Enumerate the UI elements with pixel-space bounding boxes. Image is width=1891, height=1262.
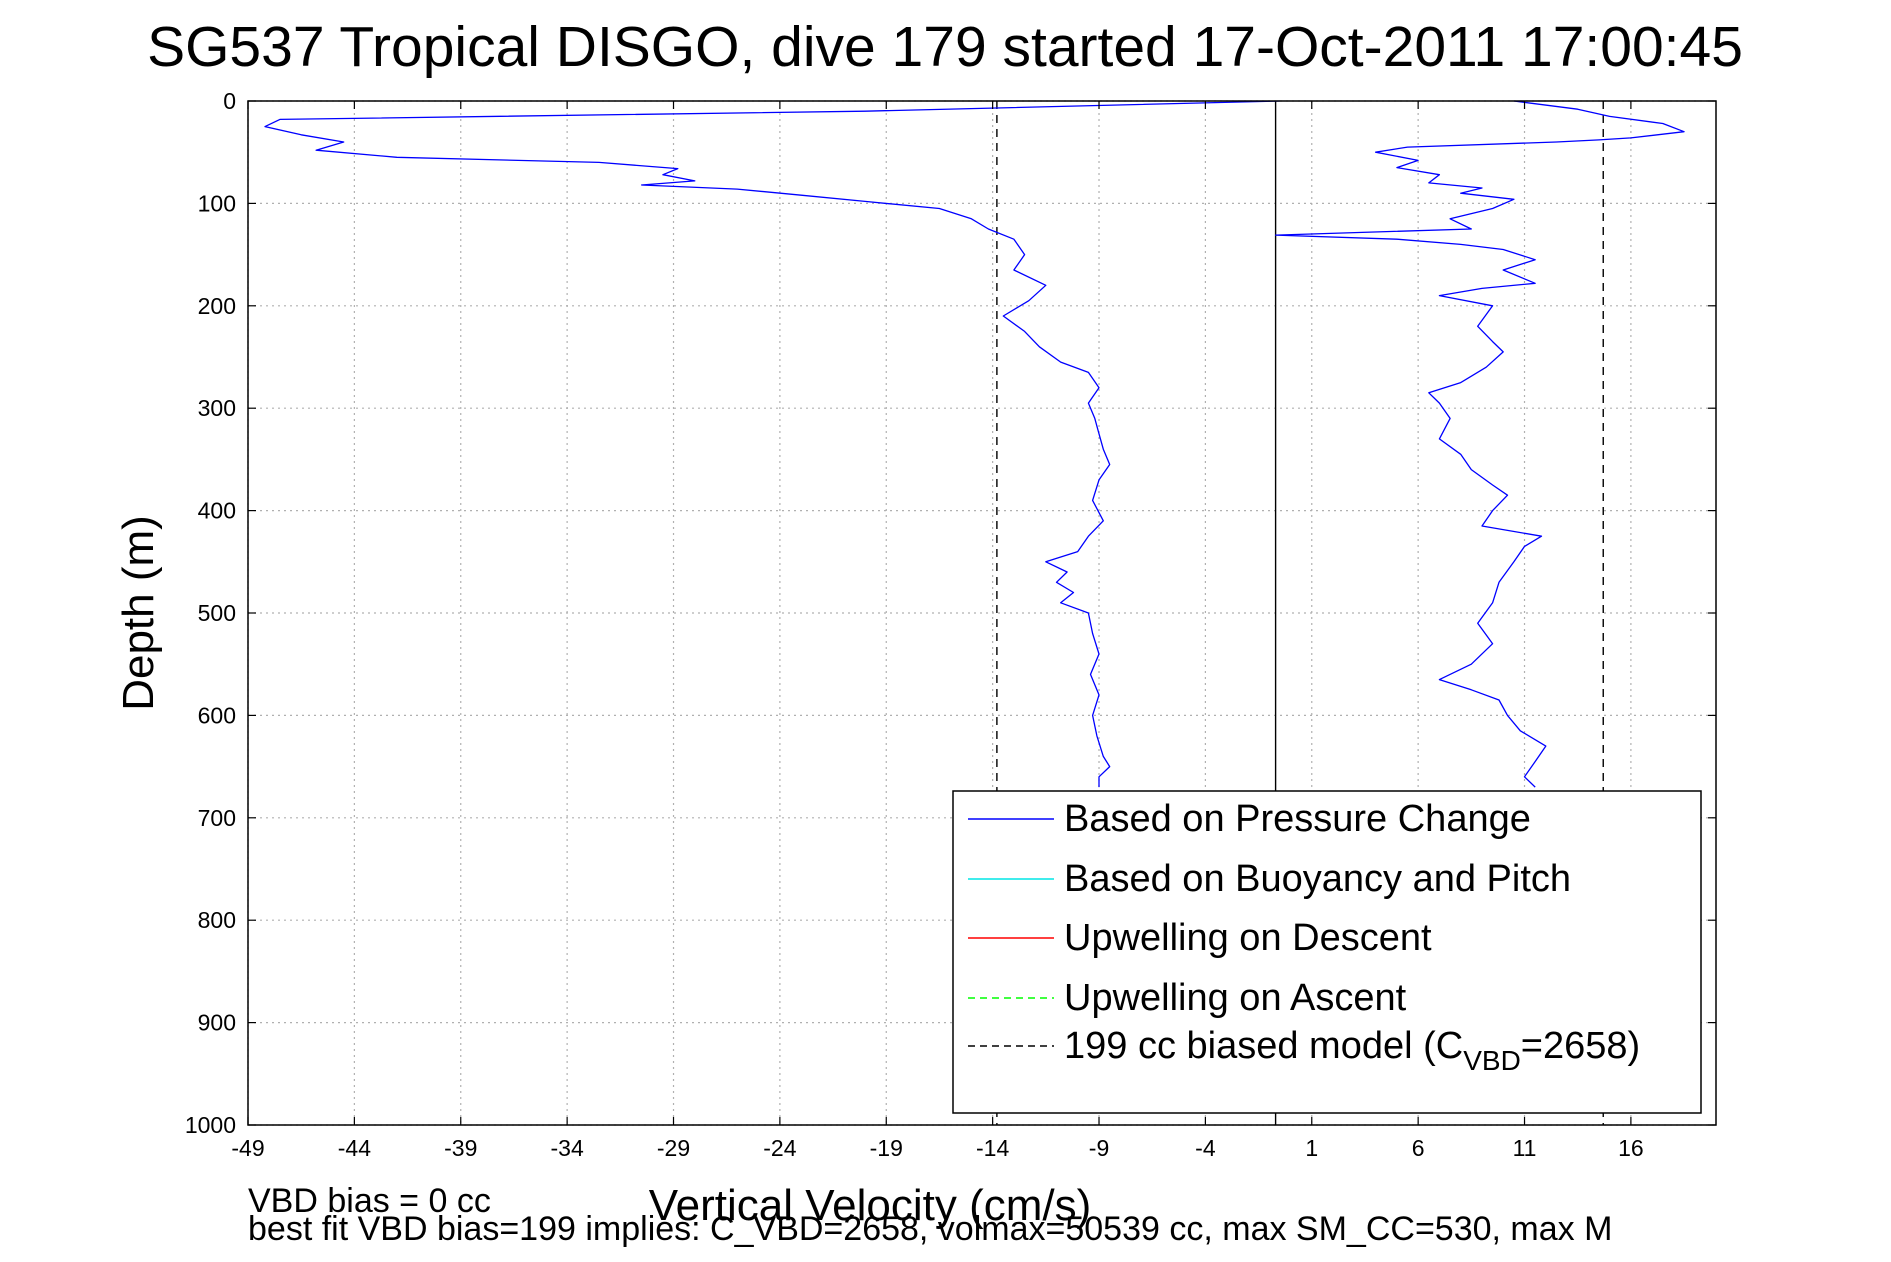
x-tick-label: 11 [1513, 1135, 1537, 1161]
vbd-bias-note: VBD bias = 0 cc [248, 1182, 491, 1220]
series-line-ascent [1274, 100, 1685, 788]
y-tick-label: 1000 [185, 1112, 236, 1138]
x-tick-label: -14 [976, 1135, 1009, 1161]
x-axis-label: Vertical Velocity (cm/s) [649, 1181, 1092, 1230]
y-tick-label: 600 [198, 702, 236, 728]
y-tick-label: 500 [198, 600, 236, 626]
y-tick-label: 700 [198, 805, 236, 831]
legend-label: Based on Pressure Change [1064, 798, 1531, 840]
best-fit-note: best fit VBD bias=199 implies: C_VBD=265… [248, 1210, 1612, 1248]
x-tick-label: -29 [657, 1135, 690, 1161]
x-tick-label: -9 [1089, 1135, 1109, 1161]
y-tick-label: 200 [198, 293, 236, 319]
legend-label-text: Upwelling on Ascent [1064, 977, 1407, 1019]
chart-title: SG537 Tropical DISGO, dive 179 started 1… [147, 15, 1743, 79]
x-tick-label: 6 [1412, 1135, 1425, 1161]
legend-box [952, 790, 1702, 1114]
x-tick-label: -39 [444, 1135, 477, 1161]
legend: Based on Pressure Change Based on Buoyanc… [952, 790, 1702, 1114]
x-tick-label: 16 [1618, 1135, 1644, 1161]
y-tick-label: 400 [198, 498, 236, 524]
y-tick-label: 900 [198, 1010, 236, 1036]
x-tick-label: -24 [763, 1135, 796, 1161]
legend-label: Upwelling on Ascent [1064, 977, 1407, 1019]
y-tick-label: 300 [198, 395, 236, 421]
legend-label-sub: VBD [1463, 1045, 1521, 1076]
legend-label-text: 199 cc biased model (C [1064, 1025, 1463, 1067]
legend-label-text: Upwelling on Descent [1064, 917, 1432, 959]
y-axis-label: Depth (m) [114, 515, 163, 711]
legend-label: Upwelling on Descent [1064, 917, 1432, 959]
legend-label: 199 cc biased model (CVBD=2658) [1064, 1025, 1640, 1076]
x-tick-label: -44 [338, 1135, 371, 1161]
legend-label-suffix: =2658) [1521, 1025, 1640, 1067]
legend-label: Based on Buoyancy and Pitch [1064, 858, 1571, 900]
series-line-descent [264, 100, 1280, 788]
axis-ticks: -49 -44 -39 -34 -29 -24 -19 -14 -9 -4 1 6 11 16010020… [185, 88, 1716, 1161]
x-tick-label: -49 [231, 1135, 264, 1161]
y-tick-label: 100 [198, 190, 236, 216]
legend-label-text: Based on Buoyancy and Pitch [1064, 858, 1571, 900]
y-tick-label: 800 [198, 907, 236, 933]
x-tick-label: 1 [1305, 1135, 1318, 1161]
x-tick-label: -19 [870, 1135, 903, 1161]
y-tick-label: 0 [223, 88, 236, 114]
x-tick-label: -4 [1195, 1135, 1216, 1161]
legend-label-text: Based on Pressure Change [1064, 798, 1531, 840]
x-tick-label: -34 [551, 1135, 584, 1161]
